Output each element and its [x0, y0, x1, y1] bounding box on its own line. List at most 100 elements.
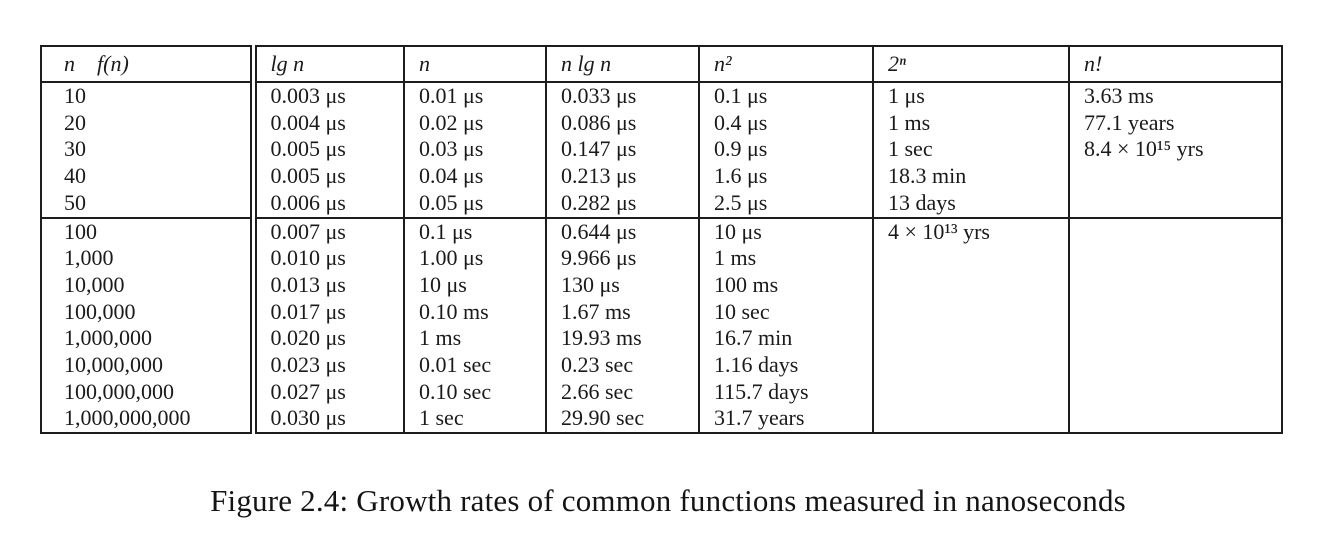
cell-time-value: 13 days	[872, 189, 1069, 218]
cell-n-value: 100,000	[64, 298, 136, 324]
cell-time-value	[1068, 217, 1282, 246]
cell-time-value: 10 sec	[698, 298, 873, 326]
cell-time-value: 0.017 μs	[249, 298, 404, 326]
cell-time-value	[872, 245, 1069, 272]
cell-time-value: 1.6 μs	[698, 163, 873, 190]
cell-time-value: 0.04 μs	[403, 163, 546, 190]
cell-time-value: 0.010 μs	[249, 245, 404, 272]
cell-n-value: 1,000,000,000	[64, 405, 191, 431]
header-row: n f(n) lg n n n lg n n² 2ⁿ n!	[41, 46, 1282, 82]
cell-time-value	[872, 378, 1069, 406]
cell-time-value: 16.7 min	[698, 325, 873, 353]
cell-time-value	[1068, 378, 1282, 406]
cell-time-value: 77.1 years	[1068, 109, 1282, 137]
header-n-factorial: n!	[1068, 46, 1282, 82]
cell-n-value: 10,000	[64, 271, 125, 297]
cell-time-value: 0.004 μs	[249, 109, 404, 137]
cell-time-value: 130 μs	[545, 271, 699, 299]
cell-time-value: 0.1 μs	[403, 217, 546, 246]
cell-time-value	[1068, 352, 1282, 379]
header-n-fn: n f(n)	[41, 46, 253, 82]
table-row: 1,000,000 0.020 μs 1 ms 19.93 ms 16.7 min	[41, 325, 1282, 353]
cell-time-value: 0.4 μs	[698, 109, 873, 137]
cell-time-value: 0.10 sec	[403, 378, 546, 406]
cell-time-value	[872, 405, 1069, 434]
cell-n-value: 100,000,000	[64, 378, 174, 404]
cell-time-value: 0.1 μs	[698, 82, 873, 110]
cell-time-value: 31.7 years	[698, 405, 873, 434]
table-row: 20 0.004 μs 0.02 μs 0.086 μs 0.4 μs 1 ms 77.1 …	[41, 109, 1282, 137]
figure-caption: Figure 2.4: Growth rates of common funct…	[210, 483, 1126, 518]
header-n-label: n	[64, 51, 75, 76]
cell-time-value	[872, 298, 1069, 326]
cell-time-value: 2.66 sec	[545, 378, 699, 406]
cell-time-value: 0.007 μs	[249, 217, 404, 246]
cell-time-value: 0.023 μs	[249, 352, 404, 379]
header-n-squared: n²	[698, 46, 873, 82]
cell-time-value: 19.93 ms	[545, 325, 699, 353]
cell-time-value: 3.63 ms	[1068, 82, 1282, 110]
cell-time-value	[1068, 189, 1282, 218]
cell-time-value: 0.086 μs	[545, 109, 699, 137]
cell-time-value	[1068, 163, 1282, 190]
cell-time-value: 0.147 μs	[545, 136, 699, 164]
table-row: 100 0.007 μs 0.1 μs 0.644 μs 10 μs 4 × 10¹³ y…	[41, 217, 1282, 246]
cell-time-value: 0.027 μs	[249, 378, 404, 406]
cell-time-value: 1 sec	[403, 405, 546, 434]
cell-time-value: 2.5 μs	[698, 189, 873, 218]
cell-time-value: 1 ms	[403, 325, 546, 353]
header-n: n	[403, 46, 546, 82]
growth-rates-table-wrap: n f(n) lg n n n lg n n² 2ⁿ n! 10 0.003 μs 0…	[40, 45, 1283, 435]
table-row: 10 0.003 μs 0.01 μs 0.033 μs 0.1 μs 1 μs 3.63 …	[41, 82, 1282, 110]
cell-time-value	[1068, 245, 1282, 272]
cell-n-value: 30	[64, 136, 86, 162]
cell-time-value: 9.966 μs	[545, 245, 699, 272]
cell-time-value: 115.7 days	[698, 378, 873, 406]
cell-time-value: 1 ms	[698, 245, 873, 272]
header-lg-n: lg n	[249, 46, 404, 82]
cell-time-value: 10 μs	[403, 271, 546, 299]
cell-time-value: 0.02 μs	[403, 109, 546, 137]
cell-time-value: 0.644 μs	[545, 217, 699, 246]
cell-time-value: 0.10 ms	[403, 298, 546, 326]
table-row: 100,000,000 0.027 μs 0.10 sec 2.66 sec 115.7…	[41, 378, 1282, 406]
cell-n-value: 100	[64, 218, 97, 244]
cell-time-value: 10 μs	[698, 217, 873, 246]
header-fn-label: f(n)	[97, 51, 129, 76]
table-row: 100,000 0.017 μs 0.10 ms 1.67 ms 10 sec	[41, 298, 1282, 326]
cell-time-value: 18.3 min	[872, 163, 1069, 190]
cell-time-value	[872, 271, 1069, 299]
cell-time-value: 0.033 μs	[545, 82, 699, 110]
cell-time-value: 100 ms	[698, 271, 873, 299]
cell-n-value: 1,000	[64, 245, 114, 271]
rows-large-n: 100 0.007 μs 0.1 μs 0.644 μs 10 μs 4 × 10¹³ y…	[41, 217, 1282, 434]
cell-time-value	[872, 352, 1069, 379]
cell-time-value: 0.005 μs	[249, 136, 404, 164]
cell-time-value: 0.213 μs	[545, 163, 699, 190]
table-row: 50 0.006 μs 0.05 μs 0.282 μs 2.5 μs 13 days	[41, 189, 1282, 218]
cell-n-value: 40	[64, 163, 86, 189]
cell-time-value: 29.90 sec	[545, 405, 699, 434]
rows-small-n: 10 0.003 μs 0.01 μs 0.033 μs 0.1 μs 1 μs 3.63 …	[41, 82, 1282, 218]
cell-time-value: 0.23 sec	[545, 352, 699, 379]
cell-time-value: 0.003 μs	[249, 82, 404, 110]
header-2-to-n: 2ⁿ	[872, 46, 1069, 82]
cell-time-value: 0.006 μs	[249, 189, 404, 218]
cell-n-value: 10,000,000	[64, 352, 163, 378]
table-row: 30 0.005 μs 0.03 μs 0.147 μs 0.9 μs 1 sec 8.4 …	[41, 136, 1282, 164]
cell-time-value: 0.005 μs	[249, 163, 404, 190]
cell-n-value: 50	[64, 189, 86, 215]
cell-time-value: 0.9 μs	[698, 136, 873, 164]
table-row: 10,000 0.013 μs 10 μs 130 μs 100 ms	[41, 271, 1282, 299]
cell-time-value: 1.16 days	[698, 352, 873, 379]
table-row: 40 0.005 μs 0.04 μs 0.213 μs 1.6 μs 18.3 min	[41, 163, 1282, 190]
cell-n-value: 20	[64, 109, 86, 135]
cell-time-value: 1 ms	[872, 109, 1069, 137]
cell-time-value: 4 × 10¹³ yrs	[872, 217, 1069, 246]
cell-time-value: 0.01 μs	[403, 82, 546, 110]
cell-time-value: 1.00 μs	[403, 245, 546, 272]
cell-time-value: 0.282 μs	[545, 189, 699, 218]
cell-time-value	[1068, 298, 1282, 326]
growth-rates-table: n f(n) lg n n n lg n n² 2ⁿ n! 10 0.003 μs 0…	[40, 45, 1283, 435]
